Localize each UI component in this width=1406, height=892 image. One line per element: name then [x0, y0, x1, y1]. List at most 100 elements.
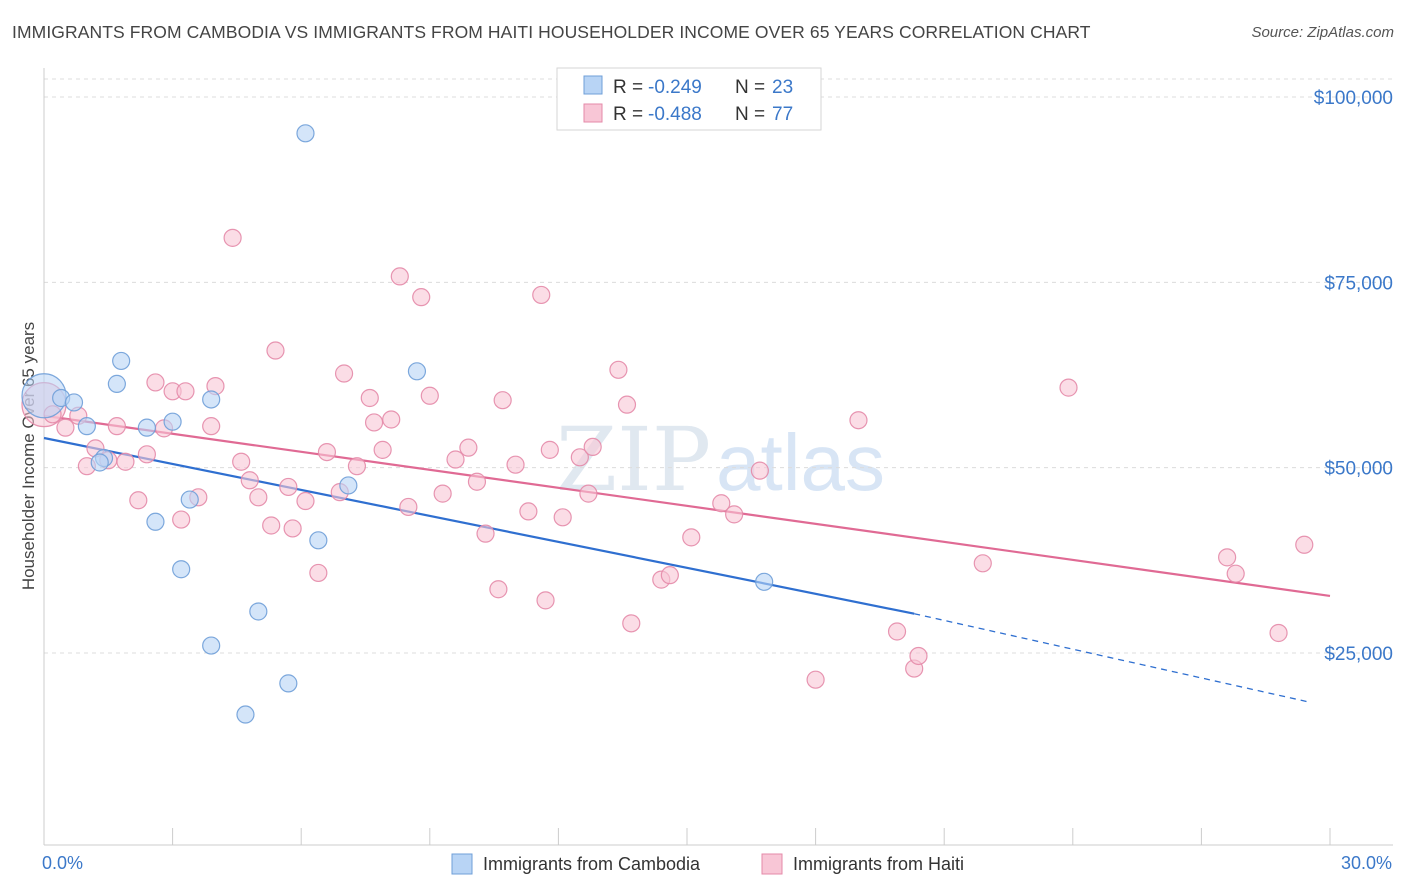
legend-r-label-2: R =: [613, 104, 643, 125]
point-haiti: [347, 457, 367, 476]
point-haiti: [412, 288, 431, 307]
point-haiti: [309, 563, 328, 583]
point-haiti: [262, 516, 281, 535]
point-cambodia: [339, 476, 358, 495]
point-cambodia: [202, 390, 221, 409]
point-cambodia: [107, 374, 126, 393]
legend-r-label-1: R =: [613, 77, 643, 98]
legend-n-label-2: N =: [735, 104, 765, 125]
point-haiti: [107, 417, 126, 436]
point-haiti: [712, 494, 731, 513]
point-haiti: [1226, 564, 1245, 583]
legend-swatch-haiti: [583, 103, 603, 123]
point-haiti: [390, 267, 409, 286]
point-haiti: [172, 510, 191, 529]
legend-r-value-1: -0.249: [648, 77, 702, 98]
trend-line-cambodia-extension: [914, 613, 1309, 703]
point-haiti: [296, 491, 315, 511]
point-haiti: [240, 471, 259, 490]
point-cambodia: [172, 560, 191, 579]
point-haiti: [583, 437, 602, 457]
point-haiti: [750, 461, 769, 480]
point-cambodia: [309, 531, 328, 550]
y-tick-label: $50,000: [1324, 459, 1393, 480]
point-haiti: [493, 391, 512, 410]
point-haiti: [660, 566, 679, 585]
series-legend-label-haiti: Immigrants from Haiti: [793, 854, 964, 874]
point-haiti: [849, 411, 868, 430]
point-cambodia: [90, 453, 109, 472]
point-haiti: [1269, 623, 1288, 643]
point-haiti: [579, 484, 598, 503]
trend-line-haiti: [43, 414, 1331, 598]
point-haiti: [56, 418, 75, 437]
y-tick-label: $75,000: [1324, 273, 1393, 294]
point-haiti: [887, 622, 907, 641]
legend-n-value-2: 77: [772, 104, 793, 125]
series-legend-label-cambodia: Immigrants from Cambodia: [483, 854, 701, 874]
x-tick-label-max: 30.0%: [1341, 853, 1392, 873]
point-cambodia: [249, 602, 268, 621]
point-haiti: [682, 528, 701, 547]
chart-title: IMMIGRANTS FROM CAMBODIA VS IMMIGRANTS F…: [12, 22, 1091, 42]
point-haiti: [283, 519, 302, 538]
point-haiti: [540, 440, 559, 459]
point-haiti: [476, 524, 495, 543]
point-haiti: [609, 360, 628, 379]
watermark-atlas: atlas: [716, 418, 885, 507]
point-haiti: [364, 413, 384, 432]
point-cambodia: [296, 124, 315, 143]
point-haiti: [622, 614, 641, 633]
point-haiti: [279, 477, 298, 497]
point-haiti: [519, 502, 538, 521]
point-haiti: [116, 452, 135, 471]
point-haiti: [459, 438, 478, 457]
point-haiti: [1059, 378, 1078, 397]
point-cambodia: [202, 636, 221, 655]
point-cambodia: [146, 512, 165, 531]
x-tick-label-min: 0.0%: [42, 853, 83, 873]
point-haiti: [399, 497, 418, 517]
point-haiti: [725, 505, 744, 524]
point-haiti: [249, 488, 268, 507]
series-legend-swatch-cambodia: [451, 853, 473, 875]
point-haiti: [317, 442, 337, 462]
point-haiti: [382, 410, 401, 429]
legend-n-label-1: N =: [735, 77, 765, 98]
point-cambodia: [64, 393, 84, 412]
point-haiti: [373, 440, 392, 459]
point-haiti: [617, 395, 637, 414]
point-cambodia: [112, 351, 131, 371]
point-haiti: [553, 508, 572, 527]
point-haiti: [489, 580, 508, 599]
y-axis-tick-labels: $25,000 $50,000 $75,000 $100,000: [1314, 88, 1393, 665]
series-legend-swatch-haiti: [761, 853, 783, 875]
point-cambodia: [755, 572, 774, 591]
gridlines: [44, 78, 1393, 654]
x-axis-ticks: [43, 828, 1331, 845]
point-haiti: [129, 491, 148, 510]
point-haiti: [334, 364, 354, 383]
y-axis-label: Householder Income Over 65 years: [19, 322, 38, 590]
y-tick-label: $100,000: [1314, 88, 1393, 109]
point-haiti: [137, 445, 156, 464]
point-haiti: [146, 373, 165, 392]
point-haiti: [1295, 535, 1314, 554]
point-haiti: [467, 472, 487, 491]
legend-r-value-2: -0.488: [648, 104, 702, 125]
point-haiti: [433, 484, 452, 503]
point-haiti: [973, 554, 992, 573]
point-haiti: [232, 452, 251, 471]
point-haiti: [536, 591, 555, 610]
point-haiti: [909, 646, 928, 666]
point-cambodia: [77, 417, 96, 436]
point-haiti: [1218, 548, 1237, 567]
point-haiti: [202, 417, 221, 436]
point-haiti: [570, 448, 589, 467]
series-legend: Immigrants from Cambodia Immigrants from…: [451, 853, 964, 875]
point-haiti: [446, 450, 465, 469]
stats-legend: R = -0.249 N = 23 R = -0.488 N = 77: [556, 67, 822, 131]
data-points: [21, 124, 1314, 724]
point-haiti: [506, 455, 525, 474]
